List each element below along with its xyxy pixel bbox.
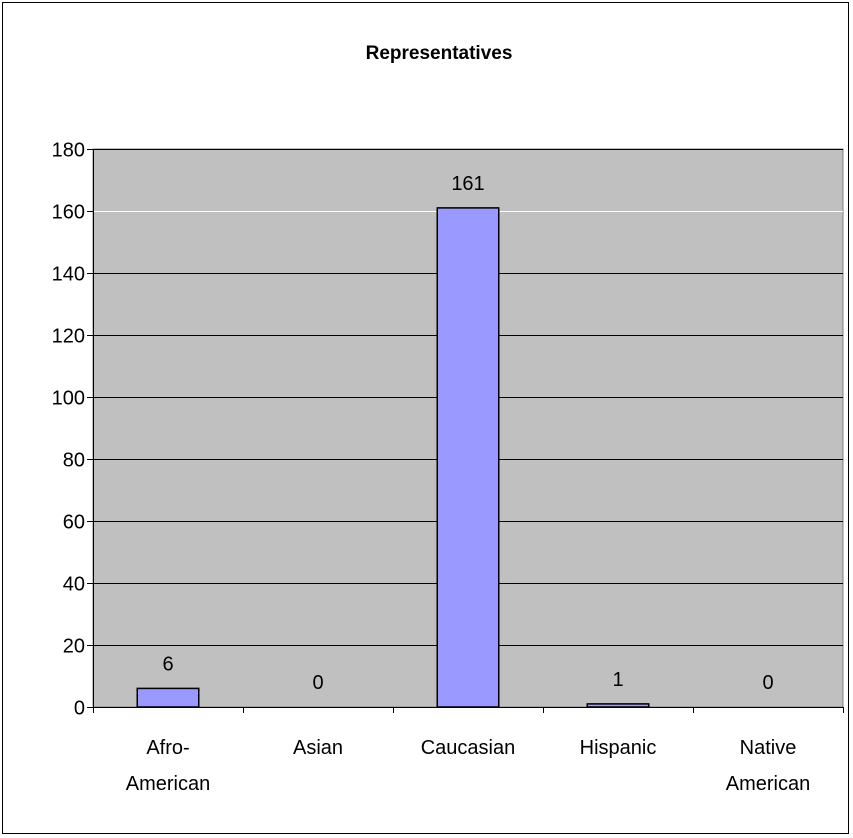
x-category-label: Hispanic <box>580 737 657 759</box>
x-category-label: Native American <box>726 737 810 795</box>
x-category-label-line: American <box>126 773 210 795</box>
x-category-label-line: Asian <box>293 737 343 759</box>
y-tick-label: 100 <box>52 388 85 410</box>
y-tick-label: 160 <box>52 202 85 224</box>
y-tick-label: 140 <box>52 264 85 286</box>
x-category-label-line: Afro- <box>146 737 189 759</box>
data-label: 0 <box>762 672 773 694</box>
data-label: 6 <box>162 653 173 675</box>
y-tick-label: 80 <box>63 450 85 472</box>
y-tick-label: 40 <box>63 574 85 596</box>
bar <box>136 687 200 708</box>
bar <box>586 703 650 708</box>
bar <box>436 207 500 708</box>
x-category-label: Caucasian <box>421 737 516 759</box>
x-category-label-line: Caucasian <box>421 737 516 759</box>
y-tick-label: 120 <box>52 326 85 348</box>
y-tick-label: 180 <box>52 140 85 162</box>
y-tick-label: 60 <box>63 512 85 534</box>
x-category-label-line: American <box>726 773 810 795</box>
data-label: 161 <box>451 173 484 195</box>
plot-area: 0 20 40 60 80 100 120 140 160 180 6 Afro- American 0 A… <box>52 140 844 795</box>
chart-title: Representatives <box>366 43 513 64</box>
x-category-label-line: Hispanic <box>580 737 657 759</box>
data-label: 1 <box>612 669 623 691</box>
x-category-label-line: Native <box>740 737 797 759</box>
x-category-label: Asian <box>293 737 343 759</box>
y-tick-label: 0 <box>74 698 85 720</box>
y-tick-label: 20 <box>63 636 85 658</box>
data-label: 0 <box>312 672 323 694</box>
x-category-label: Afro- American <box>126 737 210 795</box>
